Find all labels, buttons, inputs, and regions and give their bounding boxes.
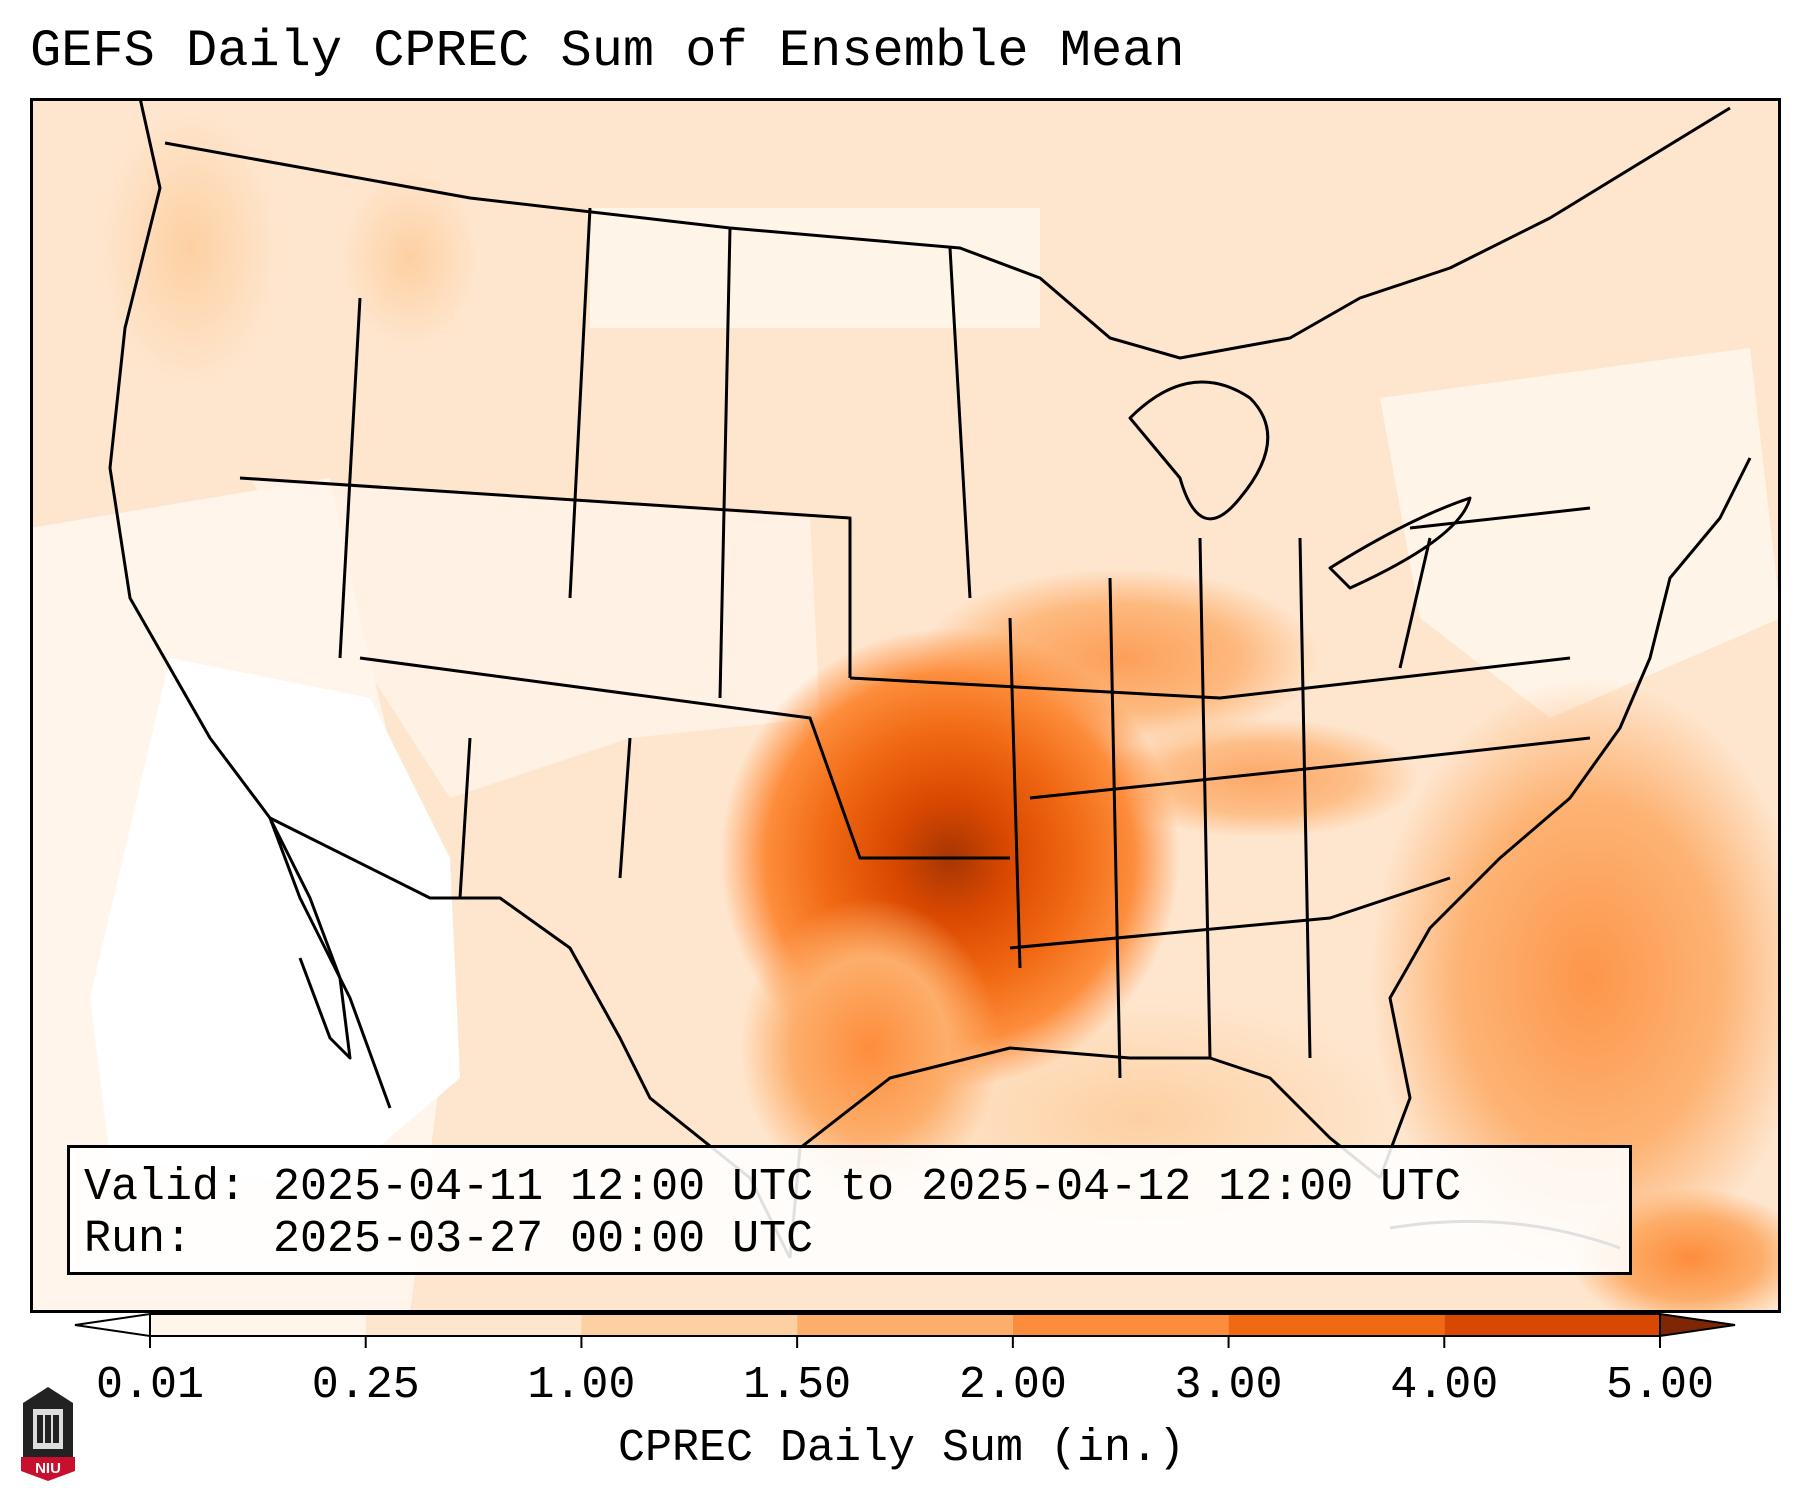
precip-light-northeast bbox=[1380, 348, 1781, 718]
state-line-8 bbox=[1198, 537, 1212, 1059]
mexico-baja bbox=[268, 817, 352, 1060]
colorbar-tick-label: 0.25 bbox=[311, 1360, 420, 1411]
logo-text: NIU bbox=[35, 1460, 61, 1477]
state-line-11 bbox=[1029, 736, 1591, 800]
state-line-9 bbox=[1298, 537, 1312, 1059]
colorbar-outline bbox=[149, 1313, 1661, 1337]
colorbar bbox=[74, 1312, 1736, 1348]
precip-band-atlantic bbox=[1370, 678, 1781, 1278]
colorbar-segment bbox=[797, 1314, 1013, 1336]
colorbar-segment bbox=[1012, 1314, 1229, 1336]
state-line-1 bbox=[239, 476, 852, 678]
run-label: Run: bbox=[84, 1214, 193, 1265]
colorbar-tick-label: 2.00 bbox=[958, 1360, 1067, 1411]
colorbar-segment bbox=[581, 1314, 798, 1336]
us-border-north bbox=[164, 106, 1731, 360]
precip-core-texas bbox=[740, 898, 1000, 1198]
precip-dry-southwest bbox=[90, 658, 460, 1188]
state-line-15 bbox=[948, 247, 972, 599]
state-line-5 bbox=[849, 656, 1571, 700]
colorbar-segment bbox=[1444, 1314, 1660, 1336]
valid-row: Valid: 2025-04-11 12:00 UTC to 2025-04-1… bbox=[84, 1162, 1629, 1214]
colorbar-tick-label: 5.00 bbox=[1605, 1360, 1715, 1411]
precip-band-idaho bbox=[340, 168, 480, 348]
run-value: 2025-03-27 00:00 UTC bbox=[273, 1214, 814, 1265]
run-row: Run: 2025-03-27 00:00 UTC bbox=[84, 1214, 1629, 1266]
lake-erie bbox=[1328, 496, 1472, 590]
state-line-2 bbox=[359, 656, 1010, 860]
valid-run-info-box: Valid: 2025-04-11 12:00 UTC to 2025-04-1… bbox=[67, 1145, 1632, 1275]
state-line-10 bbox=[1009, 876, 1451, 950]
precip-light-interior bbox=[250, 478, 820, 798]
colorbar-tick-label: 1.00 bbox=[527, 1360, 636, 1411]
colorbar-label: CPREC Daily Sum (in.) bbox=[617, 1423, 1186, 1474]
gulf-coast bbox=[788, 1046, 1381, 1259]
great-lakes bbox=[1128, 380, 1270, 521]
precip-band-nw bbox=[100, 108, 280, 388]
colorbar-tick-label: 0.01 bbox=[95, 1360, 205, 1411]
colorbar-tick-label: 4.00 bbox=[1390, 1360, 1499, 1411]
colorbar-tick-label: 1.50 bbox=[743, 1360, 852, 1411]
colorbar-extend-over bbox=[1659, 1312, 1736, 1338]
state-line-6 bbox=[1008, 617, 1022, 969]
colorbar-extend-under bbox=[74, 1312, 151, 1338]
state-line-16 bbox=[1409, 506, 1591, 530]
us-coastline-west bbox=[108, 98, 392, 1109]
state-line-4 bbox=[618, 737, 632, 879]
precip-map bbox=[30, 98, 1781, 1313]
boundaries bbox=[108, 98, 1752, 1259]
state-line-12 bbox=[338, 297, 362, 659]
niu-logo: NIU bbox=[21, 1387, 75, 1481]
chart-title: GEFS Daily CPREC Sum of Ensemble Mean bbox=[30, 22, 1185, 81]
precip-band-ohio-valley bbox=[1100, 718, 1420, 838]
florida-coast bbox=[1378, 457, 1752, 1179]
map-frame bbox=[30, 98, 1781, 1313]
state-line-7 bbox=[1108, 577, 1122, 1079]
state-line-17 bbox=[1398, 537, 1432, 669]
colorbar-segment bbox=[365, 1314, 582, 1336]
colorbar-tick-label: 3.00 bbox=[1174, 1360, 1283, 1411]
state-line-14 bbox=[718, 227, 732, 699]
colorbar-segment bbox=[1228, 1314, 1445, 1336]
state-line-3 bbox=[458, 737, 472, 899]
colorbar-segment bbox=[150, 1314, 366, 1336]
valid-label: Valid: bbox=[84, 1162, 247, 1213]
precip-light-north bbox=[590, 208, 1040, 328]
state-line-13 bbox=[568, 207, 592, 599]
valid-value: 2025-04-11 12:00 UTC to 2025-04-12 12:00… bbox=[273, 1162, 1462, 1213]
